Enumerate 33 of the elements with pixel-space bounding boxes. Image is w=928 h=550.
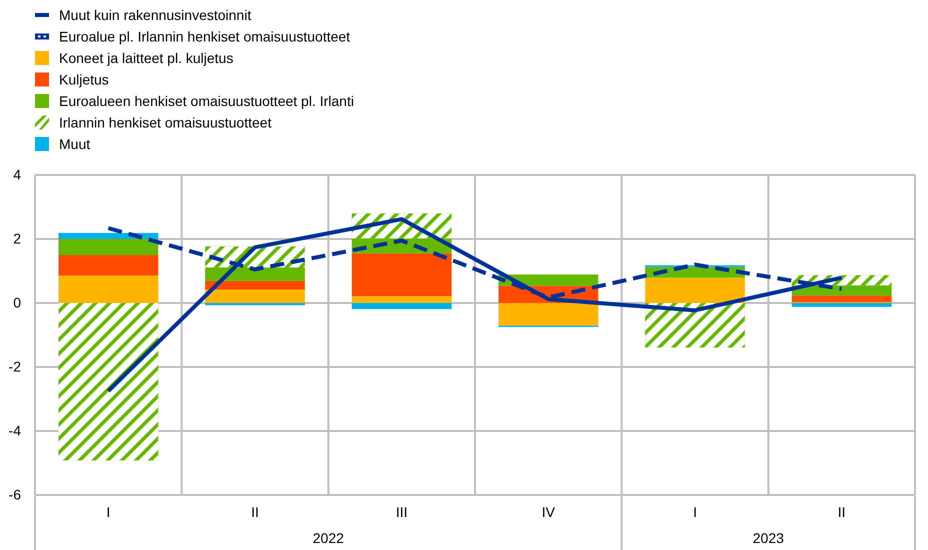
legend-label: Irlannin henkiset omaisuustuotteet [59,114,272,130]
legend-label: Muut [59,136,90,152]
bar [58,275,158,303]
y-tick-label: -2 [8,358,22,374]
text: 2022 [312,530,344,546]
x-tick-label: I [693,504,697,520]
y-tick-label: 4 [13,166,22,182]
x-tick-label: IV [542,504,556,520]
text: 2023 [752,530,784,546]
bar [205,280,305,290]
y-tick-label: -6 [8,486,22,502]
y-tick-label: 2 [13,230,22,246]
bar [58,239,158,255]
legend-label: Koneet ja laitteet pl. kuljetus [59,50,234,66]
bar [352,296,452,303]
legend-label: Muut kuin rakennusinvestoinnit [59,7,252,23]
legend-label: Euroalueen henkiset omaisuustuotteet pl. Irlanti [59,93,354,109]
line-series [106,217,844,393]
x-tick-label: I [106,504,110,520]
bar [352,303,452,310]
bar [58,255,158,276]
bar [792,303,892,307]
legend-label: Kuljetus [59,72,109,88]
x-tick-label: II [251,504,259,520]
bar [792,296,892,302]
x-tick-label: III [396,504,408,520]
bar [205,290,305,303]
legend-label: Euroalue pl. Irlannin henkiset omaisuustuotteet [59,28,350,44]
bar [498,303,598,326]
y-tick-label: 0 [13,294,22,310]
x-tick-label: II [838,504,846,520]
y-tick-label: -4 [8,422,22,438]
bar [352,253,452,296]
